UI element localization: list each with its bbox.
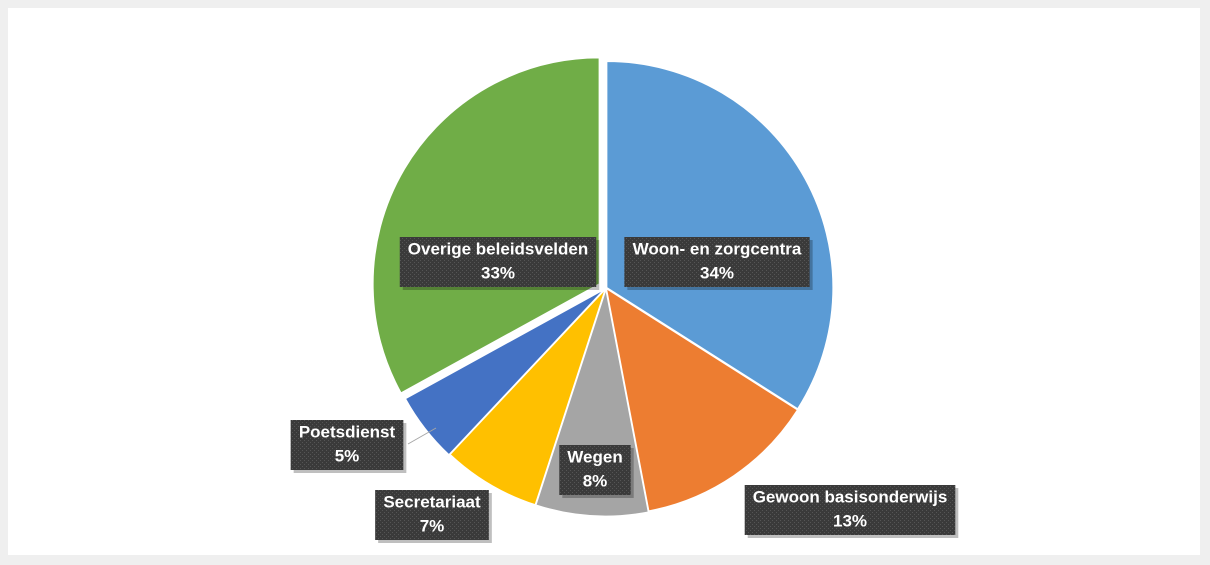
data-label: Woon- en zorgcentra 34% xyxy=(624,237,813,290)
label-value: 34% xyxy=(700,263,734,282)
label-name: Overige beleidsvelden xyxy=(408,239,588,258)
pie-slice xyxy=(605,287,799,512)
data-label: Secretariaat 7% xyxy=(375,490,492,543)
label-value: 5% xyxy=(335,446,360,465)
data-label: Gewoon basisonderwijs 13% xyxy=(744,485,959,538)
label-box xyxy=(744,485,956,535)
label-value: 13% xyxy=(833,511,867,530)
label-name: Poetsdienst xyxy=(299,422,396,441)
label-value: 33% xyxy=(481,263,515,282)
data-label: Poetsdienst 5% xyxy=(290,420,407,473)
leader-line xyxy=(407,427,437,445)
label-name: Wegen xyxy=(567,447,622,466)
label-box xyxy=(375,490,489,540)
label-name: Secretariaat xyxy=(383,492,481,511)
label-box xyxy=(624,237,810,287)
label-box xyxy=(399,237,597,287)
label-name: Gewoon basisonderwijs xyxy=(753,487,948,506)
label-box xyxy=(290,420,404,470)
label-name: Woon- en zorgcentra xyxy=(633,239,802,258)
label-box xyxy=(559,445,631,495)
label-value: 7% xyxy=(420,516,445,535)
pie-slice xyxy=(449,289,606,506)
data-label: Overige beleidsvelden 33% xyxy=(399,237,600,290)
pie-slice xyxy=(606,61,834,410)
data-label: Wegen 8% xyxy=(559,445,634,498)
pie-slice xyxy=(372,57,600,394)
pie-slice xyxy=(404,289,604,456)
label-value: 8% xyxy=(583,471,608,490)
